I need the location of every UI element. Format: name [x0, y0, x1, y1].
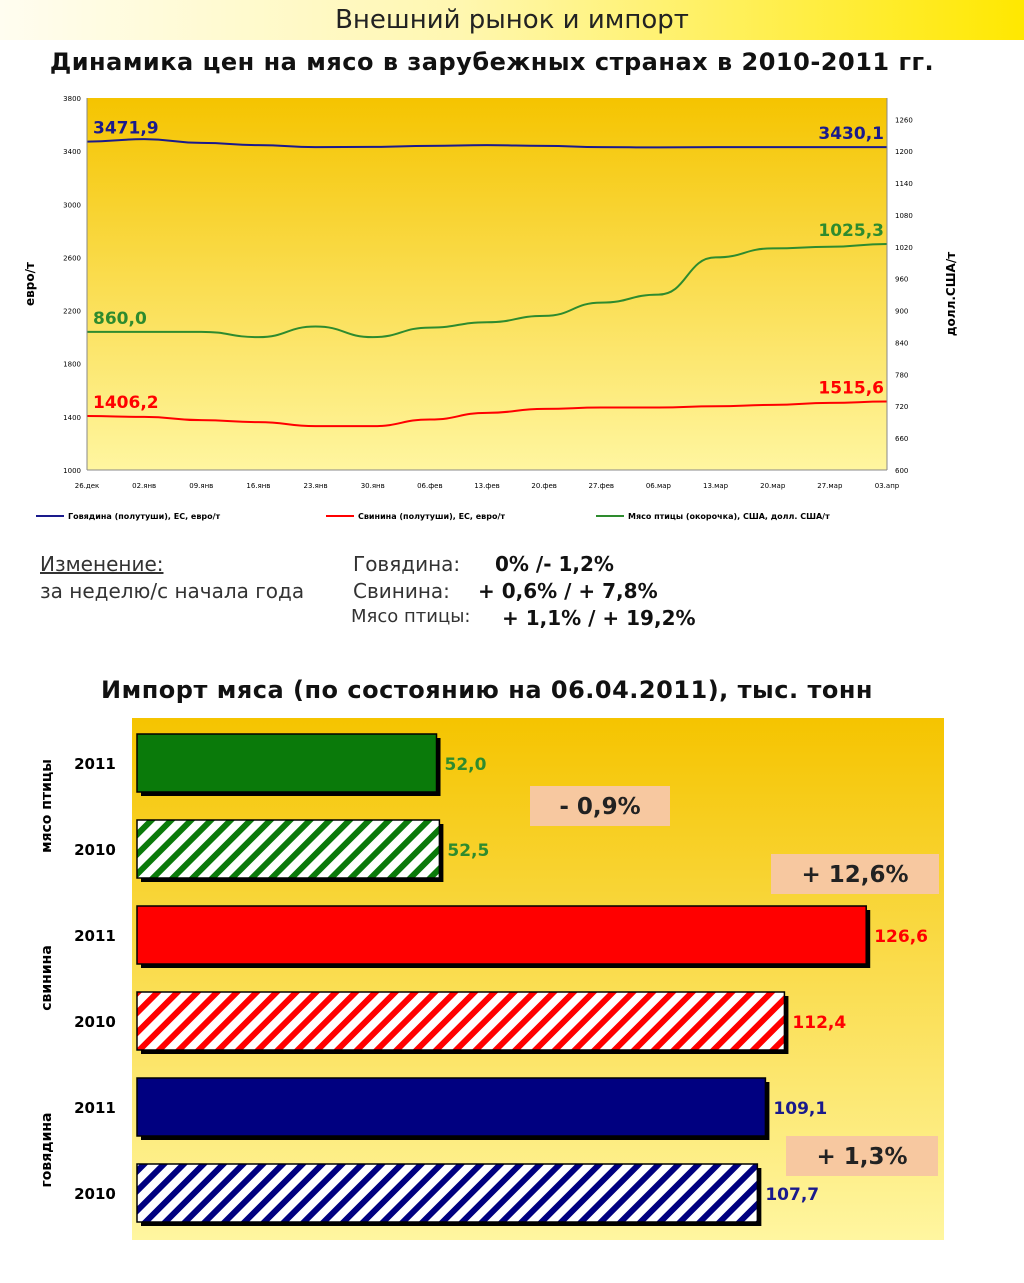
x-tick-label: 02.янв: [132, 482, 156, 490]
bar-мясо-птицы-2011: [136, 733, 438, 793]
series-start-label: 3471,9: [93, 119, 159, 139]
bar-говядина-2011: [136, 1077, 767, 1137]
y2-tick-label: 780: [895, 371, 908, 379]
series-line-2: [86, 242, 888, 339]
bar-value-label: 112,4: [792, 1013, 846, 1033]
y2-axis-label: долл.США/т: [944, 252, 958, 336]
bar-year-label: 2011: [74, 927, 116, 945]
y-tick-label: 3800: [63, 95, 81, 103]
y-axis-label: евро/т: [23, 262, 37, 306]
y2-tick-label: 660: [895, 435, 908, 443]
change-badge-text: - 0,9%: [559, 794, 640, 820]
price-chart-title: Динамика цен на мясо в зарубежных страна…: [49, 48, 935, 76]
import-chart-title: Импорт мяса (по состоянию на 06.04.2011)…: [100, 676, 874, 704]
x-tick-label: 27.фев: [589, 482, 615, 490]
legend-item: Мясо птицы (окорочка), США, долл. США/т: [628, 512, 830, 521]
change-value-poultry: + 1,1% / + 19,2%: [502, 606, 696, 630]
x-tick-label: 03.апр: [875, 482, 900, 490]
x-tick-label: 06.мар: [646, 482, 672, 490]
y-tick-label: 2200: [63, 308, 81, 316]
page-title: Внешний рынок и импорт: [0, 0, 1024, 40]
change-value-beef: 0% /- 1,2%: [495, 552, 614, 576]
y2-tick-label: 1080: [895, 212, 913, 220]
bar-year-label: 2011: [74, 755, 116, 773]
bar-year-label: 2010: [74, 1185, 116, 1203]
y2-tick-label: 1200: [895, 148, 913, 156]
legend: Говядина (полутуши), ЕС, евро/т Свинина (…: [36, 512, 830, 521]
y-tick-label: 1800: [63, 361, 81, 369]
x-tick-label: 13.фев: [474, 482, 500, 490]
group-label: говядина: [39, 1112, 55, 1187]
group-label: мясо птицы: [39, 759, 55, 853]
legend-item: Свинина (полутуши), ЕС, евро/т: [358, 512, 505, 521]
import-bar-chart: 52,0 52,5 126,6 112,4 109,1 107,7 2011 2010 мяс…: [39, 718, 944, 1240]
x-tick-label: 27.мар: [817, 482, 843, 490]
change-badge: [530, 786, 670, 826]
change-value-pork: + 0,6% / + 7,8%: [478, 579, 658, 603]
bar-year-label: 2010: [74, 841, 116, 859]
changes-panel: Изменение: за неделю/с начала года Говяд…: [40, 548, 940, 638]
change-badge-text: + 1,3%: [816, 1144, 907, 1170]
series-start-label: 860,0: [93, 309, 147, 329]
series-line-1: [86, 400, 888, 428]
x-tick-label: 23.янв: [304, 482, 328, 490]
plot-area: [87, 98, 887, 470]
bar-говядина-2010: [136, 1163, 759, 1223]
y-tick-label: 3400: [63, 148, 81, 156]
x-tick-label: 30.янв: [361, 482, 385, 490]
y2-tick-label: 1020: [895, 244, 913, 252]
bar-year-label: 2010: [74, 1013, 116, 1031]
y2-tick-label: 840: [895, 339, 908, 347]
y-tick-label: 2600: [63, 254, 81, 262]
changes-heading: Изменение:: [40, 552, 164, 576]
y2-tick-label: 960: [895, 276, 908, 284]
y2-tick-label: 1140: [895, 180, 913, 188]
change-badge: [771, 854, 939, 894]
change-badge: [786, 1136, 938, 1176]
x-tick-label: 26.дек: [75, 482, 100, 490]
change-name-beef: Говядина:: [353, 552, 461, 576]
bar-value-label: 52,5: [447, 841, 489, 861]
x-tick-label: 20.мар: [760, 482, 786, 490]
y2-tick-label: 900: [895, 308, 908, 316]
y-tick-label: 1400: [63, 414, 81, 422]
bar-мясо-птицы-2010: [136, 819, 441, 879]
series-end-label: 3430,1: [818, 124, 884, 144]
changes-subheading: за неделю/с начала года: [40, 579, 305, 603]
x-tick-label: 16.янв: [246, 482, 270, 490]
bar-свинина-2010: [136, 991, 786, 1051]
price-line-chart: 1000 1400 1800 2200 2600 3000 3400 3800 600 660 7…: [23, 95, 958, 521]
y2-tick-label: 1260: [895, 116, 913, 124]
y2-tick-label: 600: [895, 467, 908, 475]
change-badge-text: + 12,6%: [801, 862, 908, 888]
y-tick-label: 1000: [63, 467, 81, 475]
y-tick-label: 3000: [63, 201, 81, 209]
change-name-poultry: Мясо птицы:: [351, 606, 471, 627]
change-name-pork: Свинина:: [353, 579, 450, 603]
series-end-label: 1025,3: [818, 221, 884, 241]
bar-value-label: 52,0: [445, 755, 487, 775]
bar-value-label: 109,1: [773, 1099, 827, 1119]
y2-tick-label: 720: [895, 403, 908, 411]
series-start-label: 1406,2: [93, 393, 159, 413]
series-line-0: [86, 138, 888, 149]
legend-item: Говядина (полутуши), ЕС, евро/т: [68, 512, 221, 521]
x-tick-label: 20.фев: [531, 482, 557, 490]
group-label: свинина: [39, 945, 55, 1011]
bar-свинина-2011: [136, 905, 867, 965]
bar-value-label: 107,7: [765, 1185, 819, 1205]
x-tick-label: 06.фев: [417, 482, 443, 490]
bar-year-label: 2011: [74, 1099, 116, 1117]
series-end-label: 1515,6: [818, 378, 884, 398]
bar-value-label: 126,6: [874, 927, 928, 947]
x-tick-label: 09.янв: [189, 482, 213, 490]
x-tick-label: 13.мар: [703, 482, 729, 490]
